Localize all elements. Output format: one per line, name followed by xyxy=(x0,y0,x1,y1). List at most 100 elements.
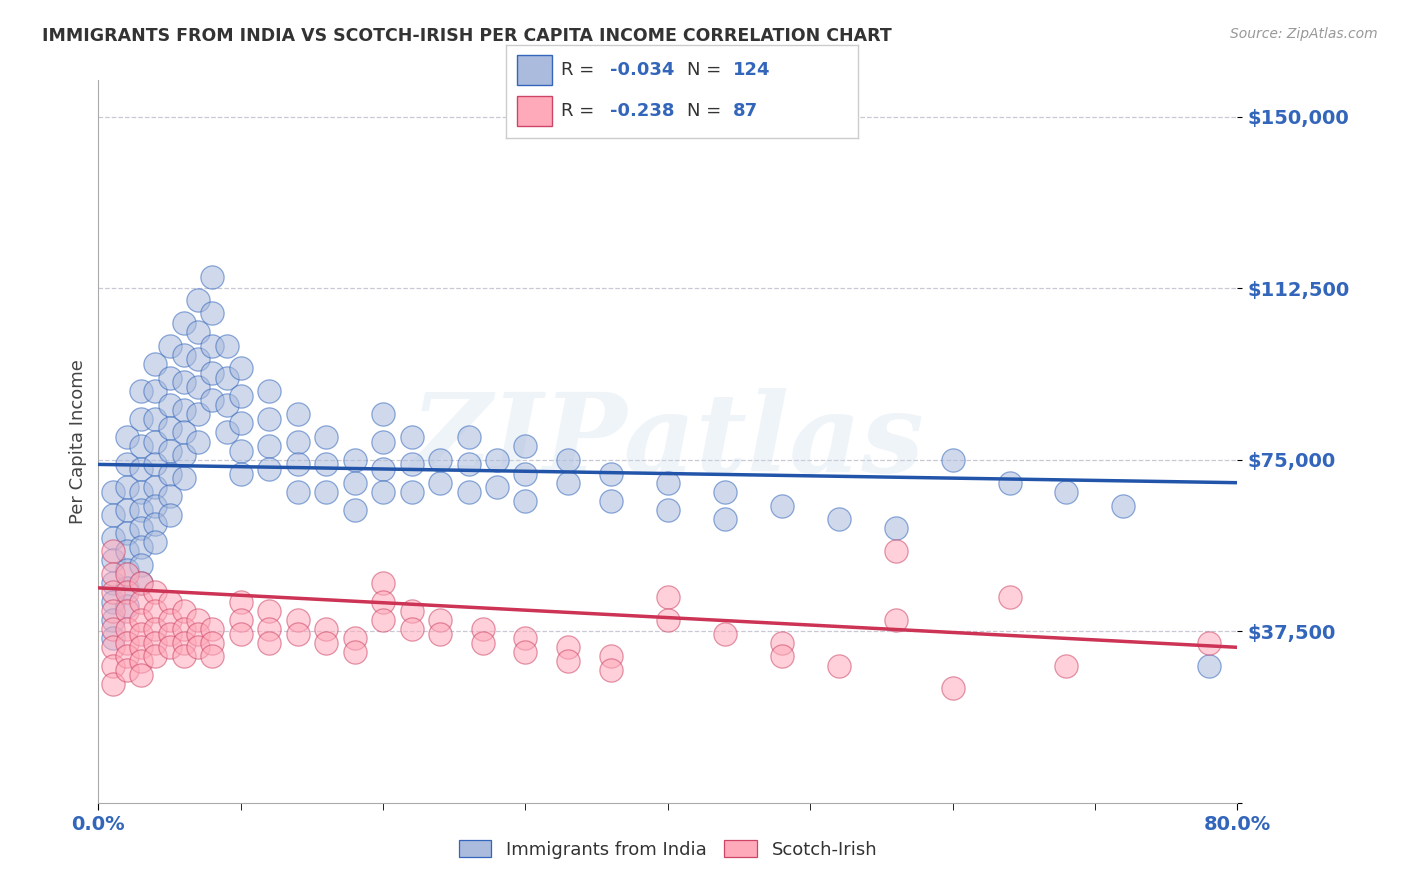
Point xyxy=(429,475,451,490)
Point xyxy=(159,613,181,627)
Point xyxy=(600,649,623,664)
Point xyxy=(557,475,579,490)
Point xyxy=(557,640,579,655)
Point xyxy=(145,516,167,531)
Text: N =: N = xyxy=(688,61,727,78)
Point xyxy=(215,398,238,412)
Point xyxy=(101,508,124,522)
Point xyxy=(1056,658,1078,673)
Point xyxy=(173,622,195,636)
Point xyxy=(173,375,195,389)
Point xyxy=(229,613,252,627)
Point xyxy=(115,636,138,650)
Point xyxy=(159,467,181,481)
Point xyxy=(115,526,138,541)
Point xyxy=(373,434,395,449)
Point xyxy=(159,370,181,384)
Point xyxy=(159,421,181,435)
Point xyxy=(129,576,152,591)
Legend: Immigrants from India, Scotch-Irish: Immigrants from India, Scotch-Irish xyxy=(451,833,884,866)
Point xyxy=(115,480,138,494)
Point xyxy=(101,553,124,567)
Text: 87: 87 xyxy=(733,102,758,120)
Text: 124: 124 xyxy=(733,61,770,78)
Text: ZIPatlas: ZIPatlas xyxy=(411,388,925,495)
Point xyxy=(159,508,181,522)
Point xyxy=(159,626,181,640)
Point xyxy=(315,484,337,499)
Point xyxy=(129,462,152,476)
Text: R =: R = xyxy=(561,102,599,120)
Point xyxy=(457,430,479,444)
Point xyxy=(1198,658,1220,673)
Point xyxy=(173,649,195,664)
Point xyxy=(101,531,124,545)
Point xyxy=(259,384,281,399)
Point xyxy=(429,613,451,627)
Point xyxy=(159,338,181,352)
Point xyxy=(770,649,793,664)
Point xyxy=(145,604,167,618)
Point xyxy=(515,631,537,645)
Text: N =: N = xyxy=(688,102,727,120)
Point xyxy=(201,366,224,380)
Point xyxy=(115,567,138,582)
Point xyxy=(259,604,281,618)
Point xyxy=(101,604,124,618)
Point xyxy=(187,613,209,627)
Point xyxy=(229,361,252,376)
Point xyxy=(201,306,224,320)
Point xyxy=(229,416,252,430)
Point xyxy=(343,503,366,517)
Point xyxy=(557,453,579,467)
Point xyxy=(115,663,138,677)
Point xyxy=(101,576,124,591)
Point xyxy=(770,499,793,513)
Point xyxy=(101,631,124,645)
Point xyxy=(129,540,152,554)
Point xyxy=(129,576,152,591)
Point xyxy=(259,439,281,453)
Point xyxy=(187,434,209,449)
Point xyxy=(159,398,181,412)
Point xyxy=(101,484,124,499)
Point xyxy=(657,503,679,517)
Point xyxy=(115,604,138,618)
Point xyxy=(215,370,238,384)
Point xyxy=(101,585,124,599)
Point xyxy=(942,681,965,696)
Point xyxy=(401,484,423,499)
Point xyxy=(215,338,238,352)
Point xyxy=(145,434,167,449)
Point xyxy=(315,636,337,650)
Text: R =: R = xyxy=(561,61,599,78)
Point xyxy=(229,467,252,481)
Point xyxy=(373,576,395,591)
Point xyxy=(101,622,124,636)
Point xyxy=(229,626,252,640)
Point xyxy=(343,645,366,659)
Point xyxy=(457,484,479,499)
Point xyxy=(145,357,167,371)
Point xyxy=(600,467,623,481)
Point xyxy=(315,430,337,444)
Point xyxy=(657,613,679,627)
Point xyxy=(101,613,124,627)
Point xyxy=(115,563,138,577)
Point xyxy=(515,494,537,508)
Point xyxy=(101,658,124,673)
Point xyxy=(657,590,679,604)
Point xyxy=(159,640,181,655)
Point xyxy=(173,425,195,440)
Point xyxy=(201,338,224,352)
Point xyxy=(429,626,451,640)
Point xyxy=(187,640,209,655)
Point xyxy=(287,434,309,449)
Point xyxy=(145,636,167,650)
Point xyxy=(145,649,167,664)
Point xyxy=(259,411,281,425)
Point xyxy=(1112,499,1135,513)
Point xyxy=(187,379,209,393)
Point xyxy=(173,636,195,650)
Point xyxy=(101,594,124,608)
